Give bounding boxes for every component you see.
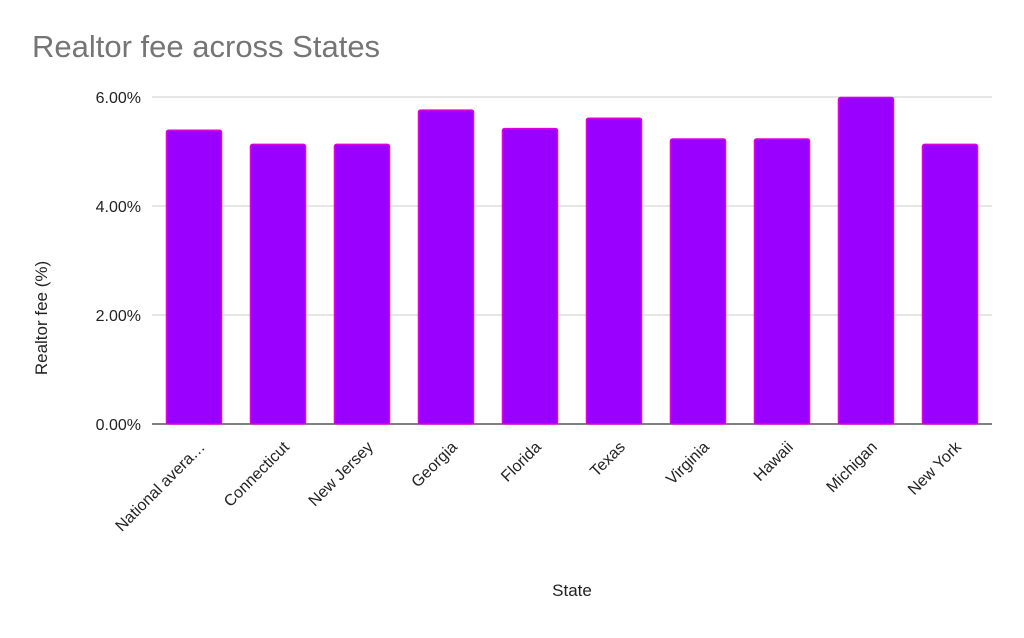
bar (669, 138, 727, 425)
bars (165, 96, 979, 425)
x-tick-label: National avera… (113, 439, 209, 535)
x-tick-label: Connecticut (221, 438, 293, 510)
x-tick-label: Michigan (824, 439, 881, 496)
x-axis-ticks: National avera… Connecticut New Jersey Geor… (113, 438, 966, 535)
bar (165, 129, 223, 425)
x-tick-label: Florida (498, 439, 545, 486)
chart-title: Realtor fee across States (32, 29, 380, 64)
bar (837, 96, 895, 425)
x-tick-label: Georgia (409, 439, 461, 491)
bar (501, 127, 559, 425)
x-tick-label: Hawaii (751, 439, 797, 485)
bar (753, 138, 811, 425)
bar (417, 109, 475, 425)
y-tick-label: 6.00% (96, 90, 141, 107)
x-tick-label: New York (905, 438, 966, 499)
y-tick-label: 4.00% (96, 199, 141, 216)
x-tick-label: Virginia (663, 439, 713, 489)
y-tick-label: 0.00% (96, 417, 141, 434)
x-tick-label: New Jersey (306, 439, 377, 510)
y-axis-label: Realtor fee (%) (32, 261, 51, 375)
bar (921, 143, 979, 425)
x-tick-label: Texas (587, 439, 629, 481)
y-axis-ticks: 0.00% 2.00% 4.00% 6.00% (96, 90, 141, 434)
bar (585, 117, 643, 425)
x-axis-label: State (552, 581, 592, 600)
bar (333, 143, 391, 425)
bar (249, 143, 307, 425)
y-tick-label: 2.00% (96, 308, 141, 325)
